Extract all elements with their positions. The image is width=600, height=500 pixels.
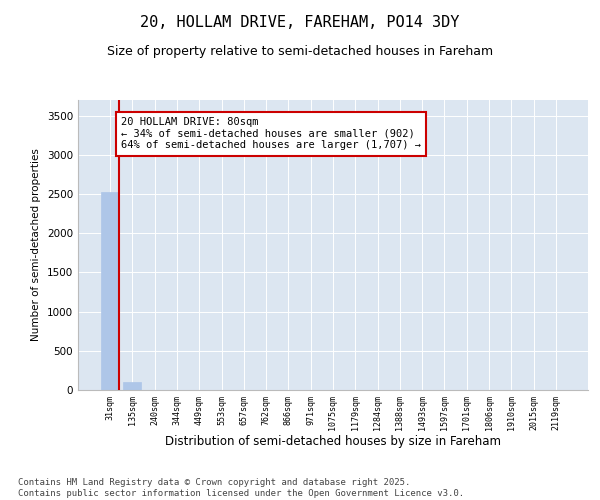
Text: Size of property relative to semi-detached houses in Fareham: Size of property relative to semi-detach… — [107, 45, 493, 58]
Text: 20, HOLLAM DRIVE, FAREHAM, PO14 3DY: 20, HOLLAM DRIVE, FAREHAM, PO14 3DY — [140, 15, 460, 30]
Bar — [124, 382, 142, 390]
Text: Contains HM Land Registry data © Crown copyright and database right 2025.
Contai: Contains HM Land Registry data © Crown c… — [18, 478, 464, 498]
Y-axis label: Number of semi-detached properties: Number of semi-detached properties — [31, 148, 41, 342]
Text: 20 HOLLAM DRIVE: 80sqm
← 34% of semi-detached houses are smaller (902)
64% of se: 20 HOLLAM DRIVE: 80sqm ← 34% of semi-det… — [121, 117, 421, 150]
X-axis label: Distribution of semi-detached houses by size in Fareham: Distribution of semi-detached houses by … — [165, 436, 501, 448]
Bar — [101, 192, 119, 390]
